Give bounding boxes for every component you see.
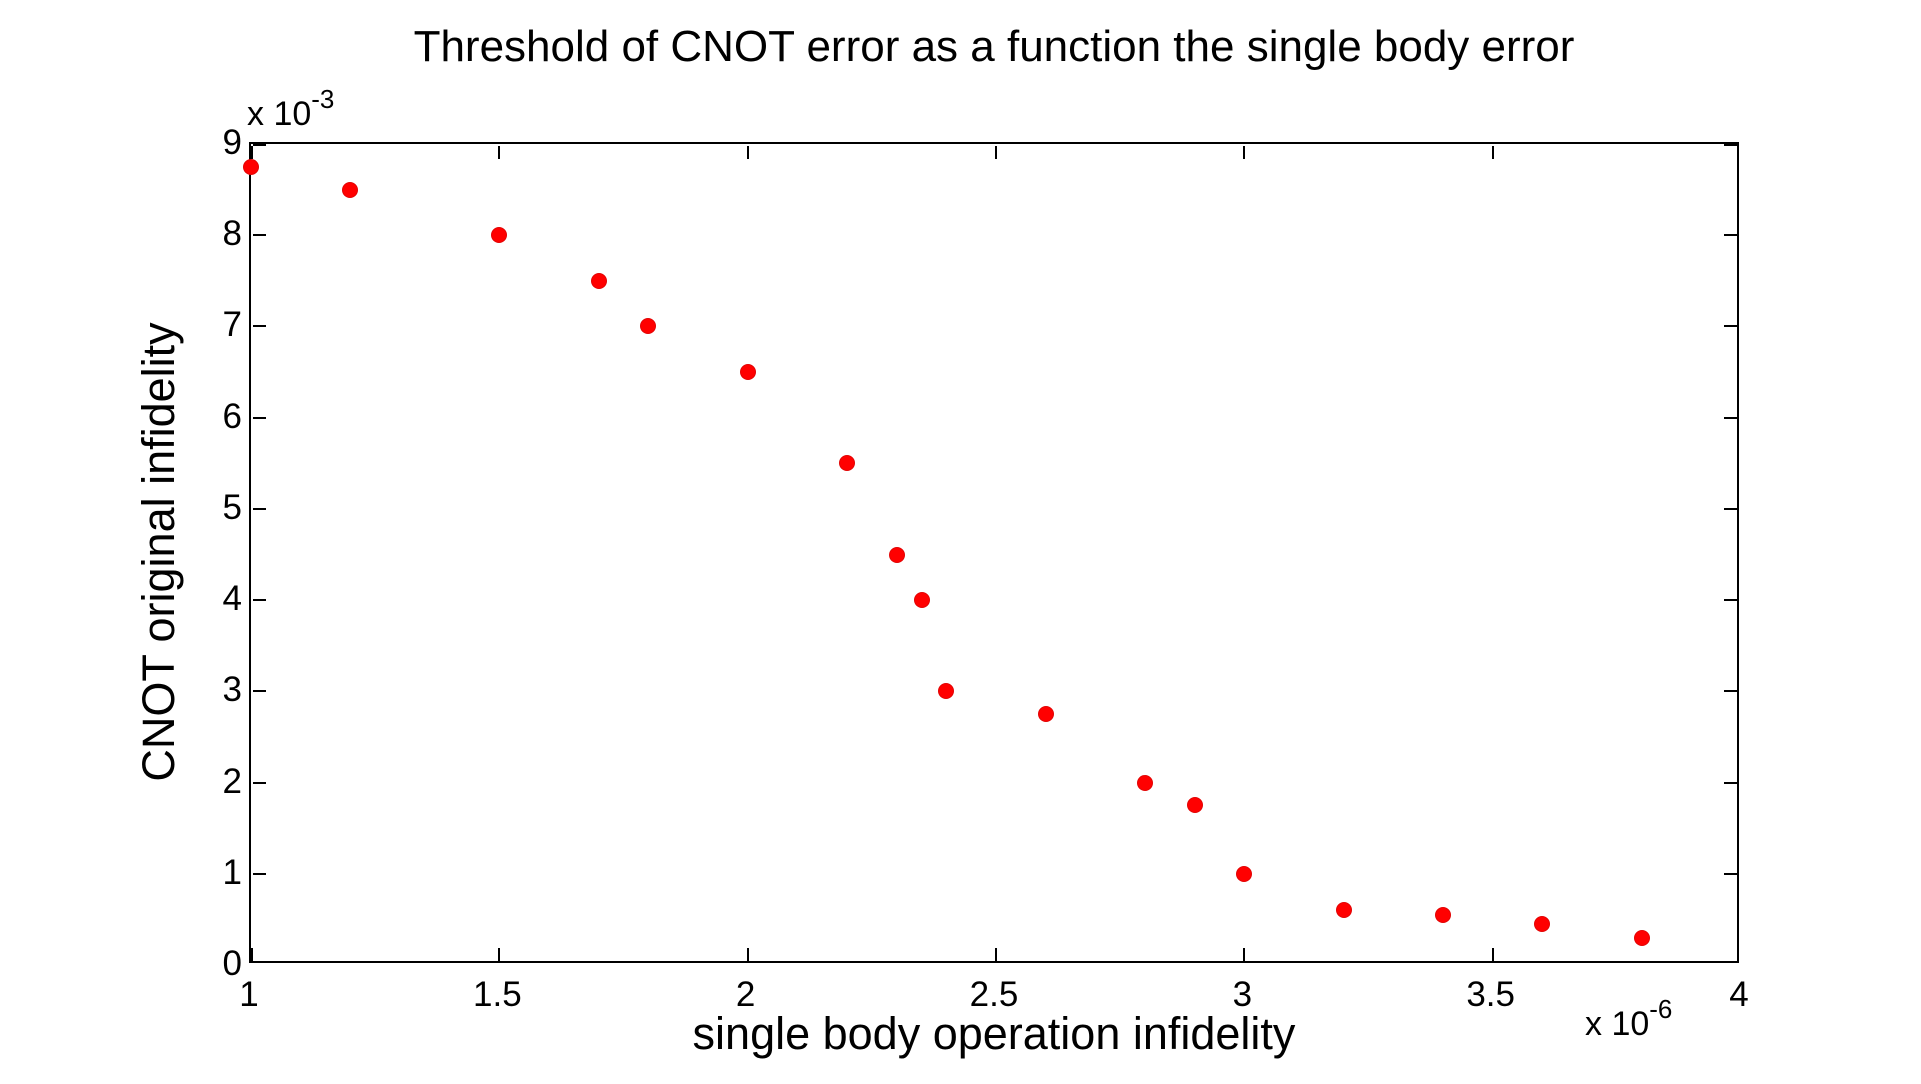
data-point: [244, 159, 258, 174]
x-multiplier-base: x 10: [1585, 1005, 1650, 1043]
y-tick-mark: [253, 507, 266, 510]
x-axis-multiplier: x 10-6: [1585, 994, 1672, 1044]
x-tick-label: 4: [1729, 975, 1749, 1014]
y-axis-multiplier: x 10-3: [247, 84, 334, 134]
y-tick-mark: [1724, 690, 1737, 693]
y-tick-label: 0: [222, 944, 242, 983]
y-tick-mark: [1724, 961, 1737, 963]
data-point: [889, 547, 904, 562]
y-tick-mark: [1724, 416, 1737, 419]
data-point: [1535, 916, 1550, 931]
y-tick-mark: [1724, 325, 1737, 328]
y-tick-label: 6: [222, 396, 242, 436]
data-point: [939, 684, 954, 699]
y-tick-mark: [253, 325, 266, 328]
x-tick-label: 1: [239, 975, 259, 1014]
x-tick-mark: [995, 948, 997, 961]
data-point: [343, 182, 358, 197]
x-tick-mark: [1243, 948, 1246, 961]
y-tick-mark: [1724, 507, 1737, 510]
x-axis-label: single body operation infidelity: [692, 1008, 1296, 1059]
y-tick-mark: [253, 599, 266, 602]
y-tick-label: 9: [222, 123, 242, 162]
data-point: [591, 273, 606, 288]
y-tick-mark: [1724, 234, 1737, 237]
x-tick-mark: [251, 146, 253, 159]
x-tick-mark: [251, 948, 253, 961]
x-tick-mark: [995, 146, 997, 159]
y-tick-mark: [1724, 781, 1737, 784]
y-axis-label: CNOT original infidelity: [133, 322, 184, 782]
y-tick-mark: [1724, 144, 1737, 146]
y-tick-mark: [253, 872, 266, 875]
y-tick-label: 1: [222, 852, 242, 892]
x-tick-mark: [1243, 146, 1246, 159]
data-point: [1336, 903, 1351, 918]
x-tick-label: 1.5: [473, 975, 522, 1014]
data-point: [1436, 907, 1450, 922]
y-multiplier-base: x 10: [247, 95, 312, 133]
y-tick-mark: [253, 961, 266, 963]
data-point: [914, 593, 929, 608]
y-tick-mark: [253, 690, 266, 693]
data-point: [1187, 798, 1202, 813]
data-point: [840, 456, 854, 471]
x-tick-mark: [1737, 146, 1739, 159]
x-tick-mark: [498, 146, 501, 159]
y-tick-label: 8: [222, 214, 242, 254]
x-tick-mark: [1491, 948, 1494, 961]
y-tick-mark: [1724, 872, 1737, 875]
x-tick-mark: [498, 948, 501, 961]
plot-area: [244, 142, 1739, 963]
x-tick-mark: [1737, 948, 1739, 961]
data-point: [1138, 775, 1152, 790]
data-point: [1634, 930, 1649, 945]
x-tick-mark: [1491, 146, 1494, 159]
y-tick-label: 7: [222, 305, 242, 345]
y-tick-mark: [253, 416, 266, 419]
y-tick-label: 5: [222, 487, 242, 527]
data-point: [1038, 707, 1053, 722]
data-point: [641, 319, 656, 334]
y-tick-mark: [253, 144, 266, 146]
y-tick-mark: [1724, 599, 1737, 602]
x-tick-label: 2: [735, 975, 756, 1014]
chart-title: Threshold of CNOT error as a function th…: [413, 22, 1575, 71]
y-multiplier-exponent: -3: [311, 84, 335, 114]
x-tick-mark: [746, 948, 749, 961]
x-tick-label: 2.5: [969, 975, 1019, 1014]
data-point: [1237, 866, 1252, 881]
data-point: [492, 228, 507, 243]
y-tick-label: 4: [222, 579, 242, 619]
y-tick-label: 3: [222, 670, 242, 710]
x-tick-label: 3: [1232, 975, 1253, 1014]
x-tick-mark: [746, 146, 749, 159]
y-tick-mark: [253, 234, 266, 237]
x-tick-label: 3.5: [1466, 975, 1515, 1014]
y-tick-mark: [253, 781, 266, 784]
x-multiplier-exponent: -6: [1649, 994, 1673, 1024]
data-point: [740, 365, 755, 380]
y-tick-label: 2: [222, 761, 242, 801]
